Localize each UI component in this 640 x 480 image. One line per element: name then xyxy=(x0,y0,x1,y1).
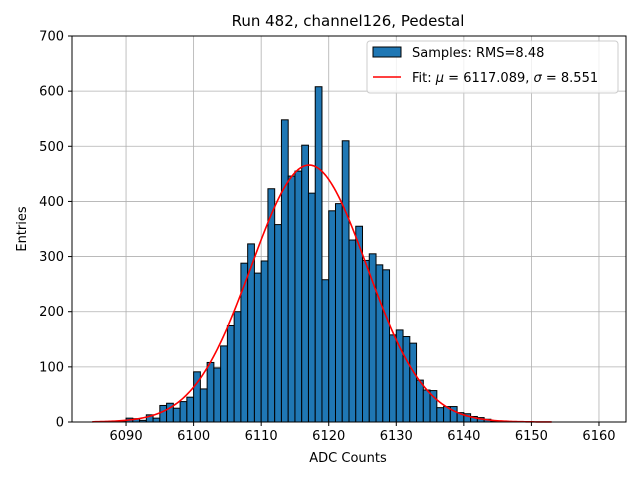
histogram-bar xyxy=(226,325,235,423)
x-tick-label: 6110 xyxy=(245,429,278,444)
x-tick-label: 6140 xyxy=(447,429,480,444)
histogram-bar xyxy=(287,175,296,423)
y-axis-ticks: 0 100 200 300 400 500 600 700 xyxy=(39,30,72,431)
histogram-bar xyxy=(321,279,330,423)
x-tick-label: 6100 xyxy=(177,429,210,444)
axes-frame xyxy=(71,35,627,423)
histogram-bar xyxy=(152,417,161,423)
histogram-bar xyxy=(301,144,309,423)
histogram-bar xyxy=(159,404,168,423)
histogram-bar xyxy=(334,203,343,423)
histogram-bar xyxy=(179,401,188,423)
y-tick-label: 100 xyxy=(39,360,64,375)
x-axis-label: ADC Counts xyxy=(309,451,387,466)
histogram-bar xyxy=(375,264,384,423)
y-tick-label: 0 xyxy=(56,416,64,431)
legend-fit-mu-symbol: μ xyxy=(435,71,444,86)
y-tick-label: 300 xyxy=(39,250,64,265)
fit-curve-layer xyxy=(92,164,552,423)
histogram-bar xyxy=(206,361,215,423)
histogram-bar xyxy=(382,269,391,423)
legend-fit-prefix: Fit: xyxy=(412,71,436,86)
histogram-bar xyxy=(314,86,323,423)
histogram-bar xyxy=(368,253,377,423)
legend-fit-label: Fit: μ = 6117.089, σ = 8.551 xyxy=(412,71,598,86)
legend-fit-mu-value: = 6117.089, xyxy=(444,71,533,86)
histogram-bars xyxy=(118,86,499,423)
histogram-bar xyxy=(172,407,181,423)
histogram-bar xyxy=(294,170,303,423)
y-tick-label: 400 xyxy=(39,195,64,210)
histogram-bar xyxy=(274,224,282,423)
y-tick-label: 200 xyxy=(39,305,64,320)
histogram-bar xyxy=(280,119,289,423)
histogram-bar xyxy=(416,379,424,423)
histogram-bar xyxy=(436,407,445,423)
legend-fit-sigma-symbol: σ xyxy=(534,71,543,86)
histogram-bar xyxy=(422,389,431,423)
x-tick-label: 6150 xyxy=(515,429,548,444)
histogram-bar xyxy=(233,311,242,423)
x-tick-label: 6160 xyxy=(582,429,615,444)
y-tick-label: 600 xyxy=(39,85,64,100)
histogram-bar xyxy=(307,192,316,423)
histogram-bar xyxy=(409,342,418,423)
histogram-bar xyxy=(267,188,276,423)
histogram-bar xyxy=(253,272,262,423)
legend-samples-swatch xyxy=(372,46,402,58)
y-axis-label: Entries xyxy=(15,206,30,252)
histogram-bar xyxy=(355,225,364,423)
legend-fit-sigma-value: = 8.551 xyxy=(542,71,598,86)
x-tick-label: 6130 xyxy=(380,429,413,444)
histogram-bar xyxy=(389,334,397,423)
legend: Samples: RMS=8.48 Fit: μ = 6117.089, σ =… xyxy=(366,40,619,94)
x-tick-label: 6120 xyxy=(312,429,345,444)
histogram-bar xyxy=(348,239,357,423)
histogram-bar xyxy=(220,345,228,423)
histogram-bar xyxy=(213,367,222,423)
histogram-bar xyxy=(328,210,336,423)
x-tick-label: 6090 xyxy=(110,429,143,444)
y-tick-label: 700 xyxy=(39,30,64,45)
chart-title: Run 482, channel126, Pedestal xyxy=(232,12,465,30)
y-tick-label: 500 xyxy=(39,140,64,155)
x-axis-ticks: 6090 6100 6110 6120 6130 6140 6150 6160 xyxy=(110,422,616,444)
histogram-bar xyxy=(341,140,350,423)
histogram-bar xyxy=(362,259,370,423)
histogram-bar xyxy=(186,396,195,423)
histogram-bar xyxy=(260,260,269,423)
histogram-bar xyxy=(402,336,411,423)
gaussian-fit-curve xyxy=(92,164,552,423)
legend-box xyxy=(366,40,619,94)
histogram-bar xyxy=(199,388,208,423)
legend-samples-label: Samples: RMS=8.48 xyxy=(412,46,544,61)
histogram-bar xyxy=(247,243,255,423)
